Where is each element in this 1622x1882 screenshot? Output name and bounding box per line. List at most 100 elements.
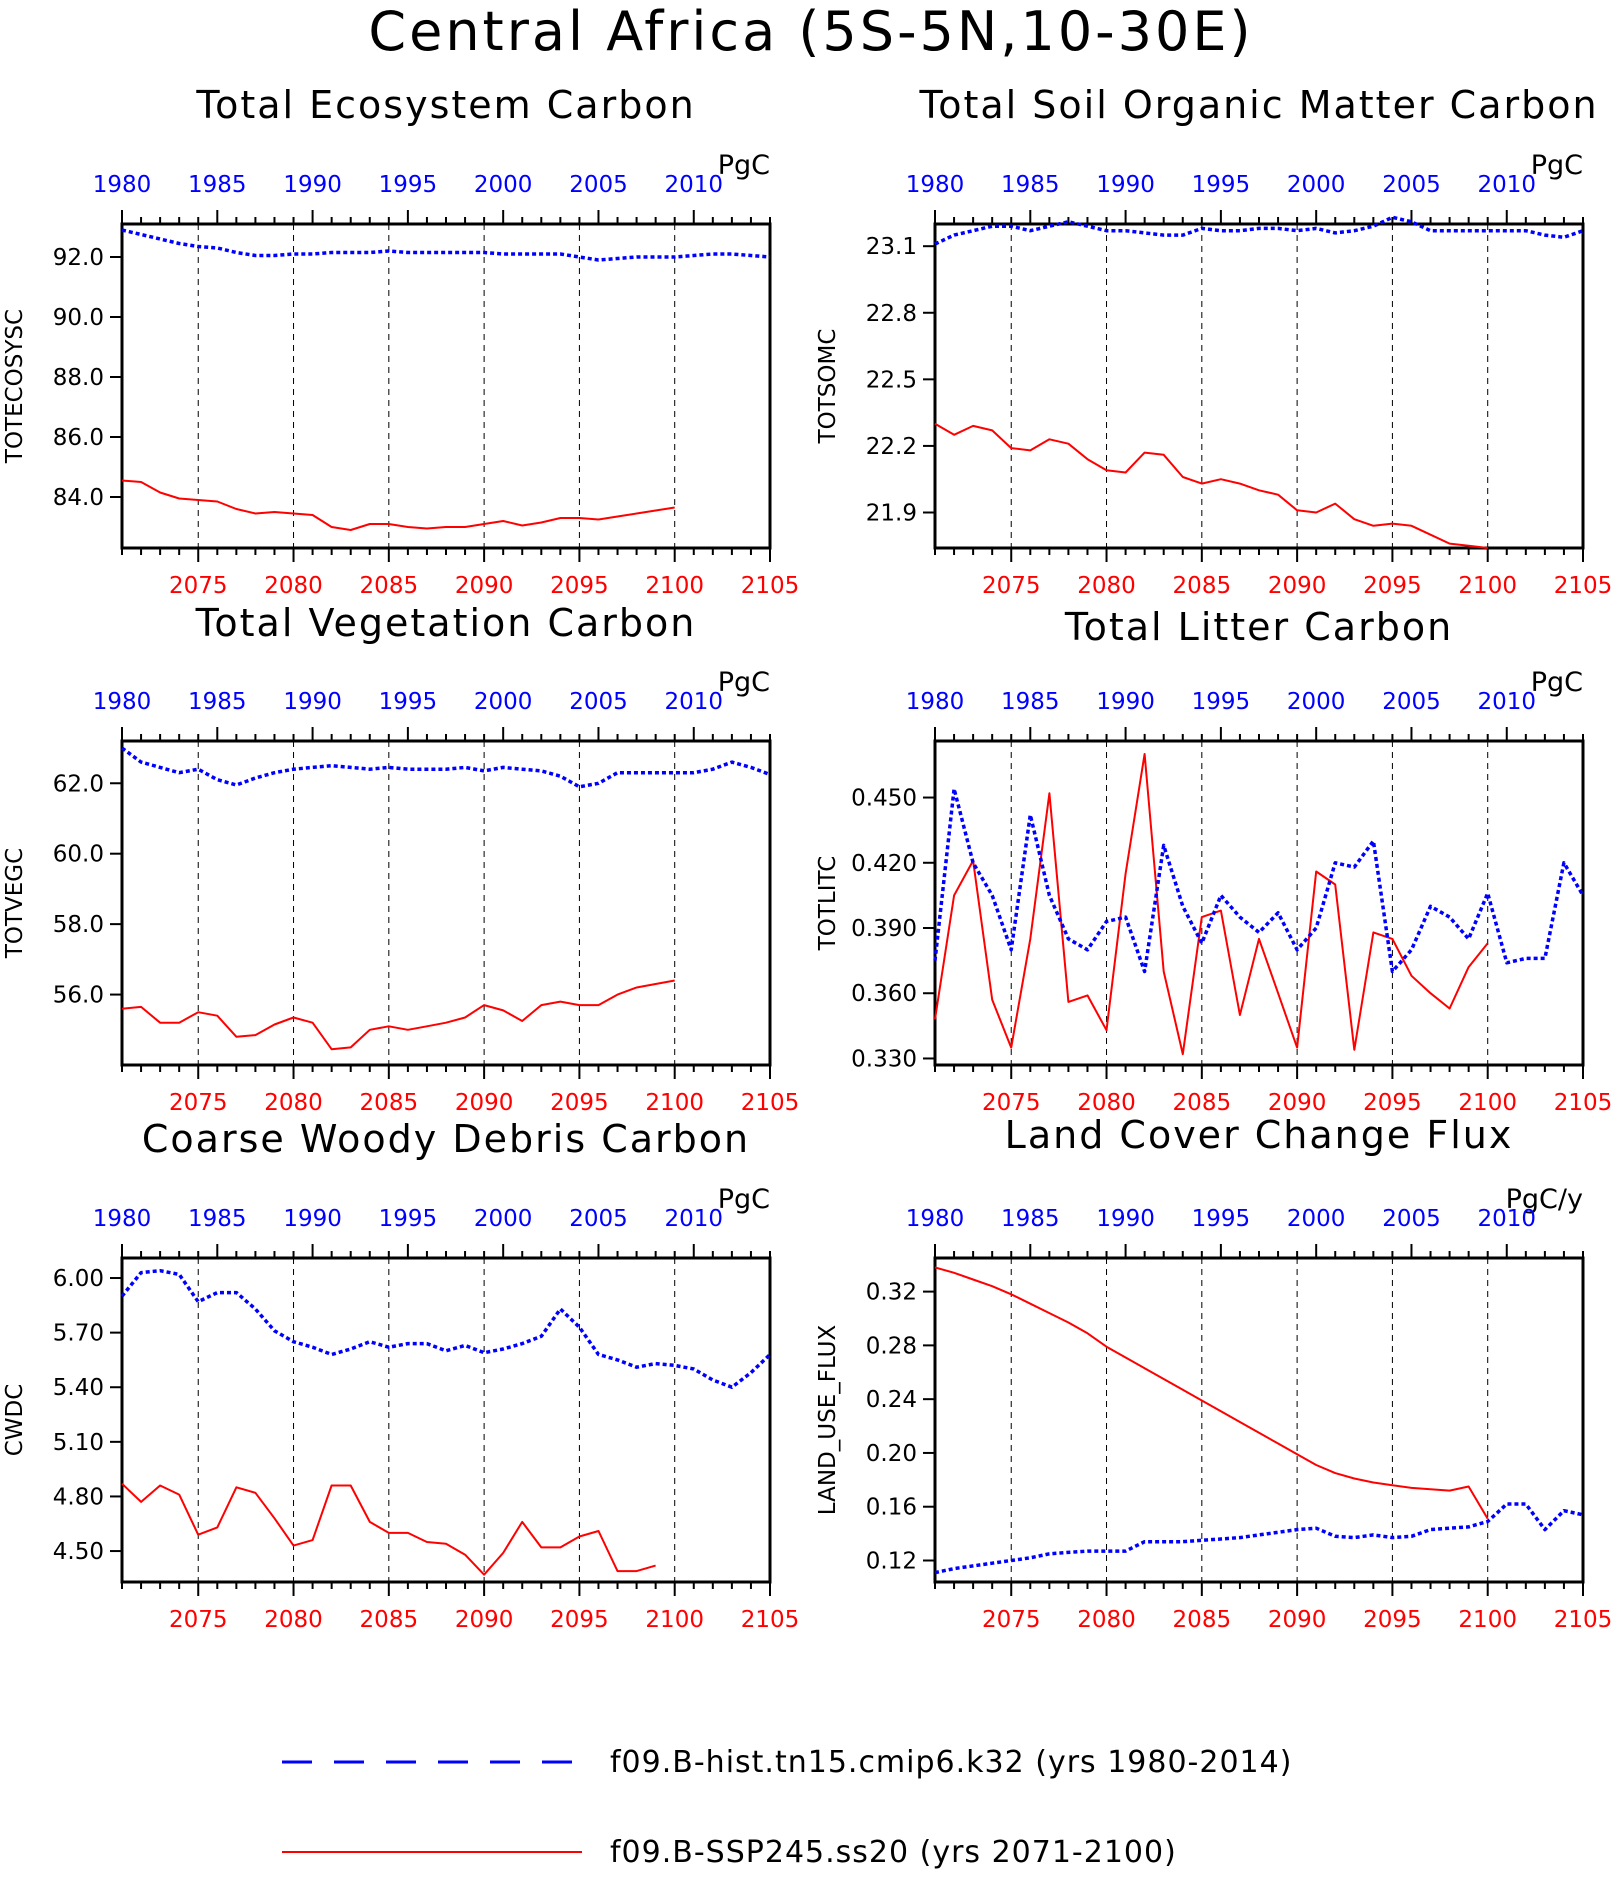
x-tick-label-bottom: 2100 — [1458, 1607, 1517, 1633]
series-line-ssp — [121, 1482, 656, 1576]
y-tick-label: 90.0 — [53, 305, 104, 331]
y-tick-label: 0.28 — [866, 1333, 917, 1359]
x-tick-label-top: 2005 — [569, 172, 628, 198]
x-tick-label-top: 1980 — [93, 172, 152, 198]
y-axis-label: LAND_USE_FLUX — [815, 1325, 841, 1516]
x-tick-label-top: 2000 — [1287, 1206, 1346, 1232]
x-tick-label-bottom: 2090 — [455, 573, 514, 599]
y-tick-label: 5.10 — [53, 1430, 104, 1456]
x-tick-label-bottom: 2095 — [1363, 1090, 1422, 1116]
x-tick-label-top: 1985 — [188, 689, 247, 715]
y-axis-label: TOTLITC — [815, 856, 841, 952]
x-tick-label-top: 1995 — [379, 172, 438, 198]
x-tick-label-bottom: 2085 — [1173, 1090, 1232, 1116]
y-tick-label: 0.330 — [851, 1046, 917, 1072]
y-tick-label: 0.450 — [851, 786, 917, 812]
x-tick-label-top: 1985 — [1001, 689, 1060, 715]
x-tick-label-bottom: 2090 — [1268, 1090, 1327, 1116]
x-tick-label-bottom: 2075 — [982, 573, 1041, 599]
x-tick-label-top: 2010 — [664, 172, 723, 198]
plot-frame — [120, 222, 772, 550]
x-tick-label-bottom: 2080 — [264, 573, 323, 599]
panel-title: Total Ecosystem Carbon — [195, 83, 695, 127]
x-tick-label-top: 1995 — [1192, 172, 1251, 198]
y-axis-label: CWDC — [2, 1384, 28, 1457]
x-tick-label-bottom: 2085 — [1173, 1607, 1232, 1633]
units-label: PgC/y — [1506, 1184, 1583, 1215]
units-label: PgC — [718, 667, 770, 698]
legend: f09.B-hist.tn15.cmip6.k32 (yrs 1980-2014… — [282, 1745, 1292, 1870]
series-line-hist — [120, 1268, 772, 1389]
series-line-ssp — [934, 422, 1488, 549]
x-tick-label-top: 1985 — [1001, 172, 1060, 198]
x-tick-label-bottom: 2085 — [360, 573, 419, 599]
x-tick-label-bottom: 2105 — [741, 1607, 800, 1633]
y-tick-label: 4.50 — [53, 1539, 104, 1565]
x-tick-label-top: 2005 — [569, 689, 628, 715]
x-tick-label-top: 2000 — [474, 1206, 533, 1232]
x-tick-label-bottom: 2105 — [741, 1090, 800, 1116]
series-line-ssp — [934, 753, 1489, 1056]
y-axis-label: TOTECOSYSC — [2, 309, 28, 464]
x-tick-label-top: 1995 — [379, 689, 438, 715]
x-tick-label-top: 2000 — [474, 689, 533, 715]
x-tick-label-top: 2010 — [1477, 1206, 1536, 1232]
y-tick-label: 0.420 — [851, 851, 917, 877]
x-tick-label-bottom: 2090 — [1268, 1607, 1327, 1633]
series-line-hist — [934, 1502, 1584, 1575]
y-tick-label: 22.8 — [866, 301, 917, 327]
y-tick-label: 22.5 — [866, 367, 917, 393]
x-tick-label-top: 1995 — [1192, 1206, 1251, 1232]
x-tick-label-top: 2005 — [1382, 1206, 1441, 1232]
x-tick-label-top: 1980 — [906, 689, 965, 715]
panel-title: Total Litter Carbon — [1064, 605, 1453, 649]
x-tick-label-bottom: 2075 — [169, 573, 228, 599]
series-line-ssp — [121, 979, 675, 1051]
panel-title: Total Vegetation Carbon — [195, 601, 697, 645]
x-tick-label-top: 1990 — [283, 1206, 342, 1232]
x-tick-label-top: 1980 — [906, 172, 965, 198]
x-tick-label-bottom: 2075 — [982, 1607, 1041, 1633]
x-tick-label-top: 1990 — [283, 172, 342, 198]
x-tick-label-bottom: 2095 — [1363, 573, 1422, 599]
x-tick-label-top: 1990 — [283, 689, 342, 715]
x-tick-label-bottom: 2080 — [1077, 1607, 1136, 1633]
y-tick-label: 0.24 — [866, 1387, 917, 1413]
figure-title: Central Africa (5S-5N,10-30E) — [368, 0, 1254, 63]
chart-panel: Total Soil Organic Matter Carbon PgC TOTSO… — [815, 83, 1612, 599]
y-tick-label: 92.0 — [53, 245, 104, 271]
x-tick-label-bottom: 2080 — [264, 1090, 323, 1116]
x-tick-label-bottom: 2075 — [169, 1607, 228, 1633]
x-tick-label-top: 1995 — [1192, 689, 1251, 715]
x-tick-label-bottom: 2105 — [1554, 1090, 1613, 1116]
y-tick-label: 84.0 — [53, 485, 104, 511]
x-tick-label-bottom: 2105 — [1554, 573, 1613, 599]
y-tick-label: 58.0 — [53, 912, 104, 938]
x-tick-label-top: 2010 — [664, 1206, 723, 1232]
y-tick-label: 5.40 — [53, 1375, 104, 1401]
x-tick-label-bottom: 2090 — [455, 1607, 514, 1633]
legend-hist-label: f09.B-hist.tn15.cmip6.k32 (yrs 1980-2014… — [610, 1745, 1292, 1780]
x-tick-label-top: 1985 — [188, 1206, 247, 1232]
y-tick-label: 0.20 — [866, 1441, 917, 1467]
chart-panel: Total Vegetation Carbon PgC TOTVEGC 2075 208… — [2, 601, 799, 1116]
plot-frame — [933, 739, 1585, 1067]
y-tick-label: 62.0 — [53, 771, 104, 797]
x-tick-label-top: 2010 — [664, 689, 723, 715]
x-tick-label-bottom: 2090 — [1268, 573, 1327, 599]
x-tick-label-bottom: 2100 — [645, 1607, 704, 1633]
y-tick-label: 88.0 — [53, 365, 104, 391]
x-tick-label-bottom: 2100 — [1458, 573, 1517, 599]
y-tick-label: 0.390 — [851, 916, 917, 942]
y-axis-label: TOTSOMC — [815, 329, 841, 445]
chart-panel: Land Cover Change Flux PgC/y LAND_USE_FLUX… — [815, 1113, 1612, 1633]
panel-title: Coarse Woody Debris Carbon — [142, 1117, 750, 1161]
x-tick-label-bottom: 2085 — [360, 1607, 419, 1633]
x-tick-label-top: 2005 — [569, 1206, 628, 1232]
panel-title: Total Soil Organic Matter Carbon — [918, 83, 1598, 127]
y-tick-label: 0.16 — [866, 1495, 917, 1521]
y-tick-label: 21.9 — [866, 500, 917, 526]
y-tick-label: 0.360 — [851, 981, 917, 1007]
x-tick-label-bottom: 2080 — [1077, 1090, 1136, 1116]
